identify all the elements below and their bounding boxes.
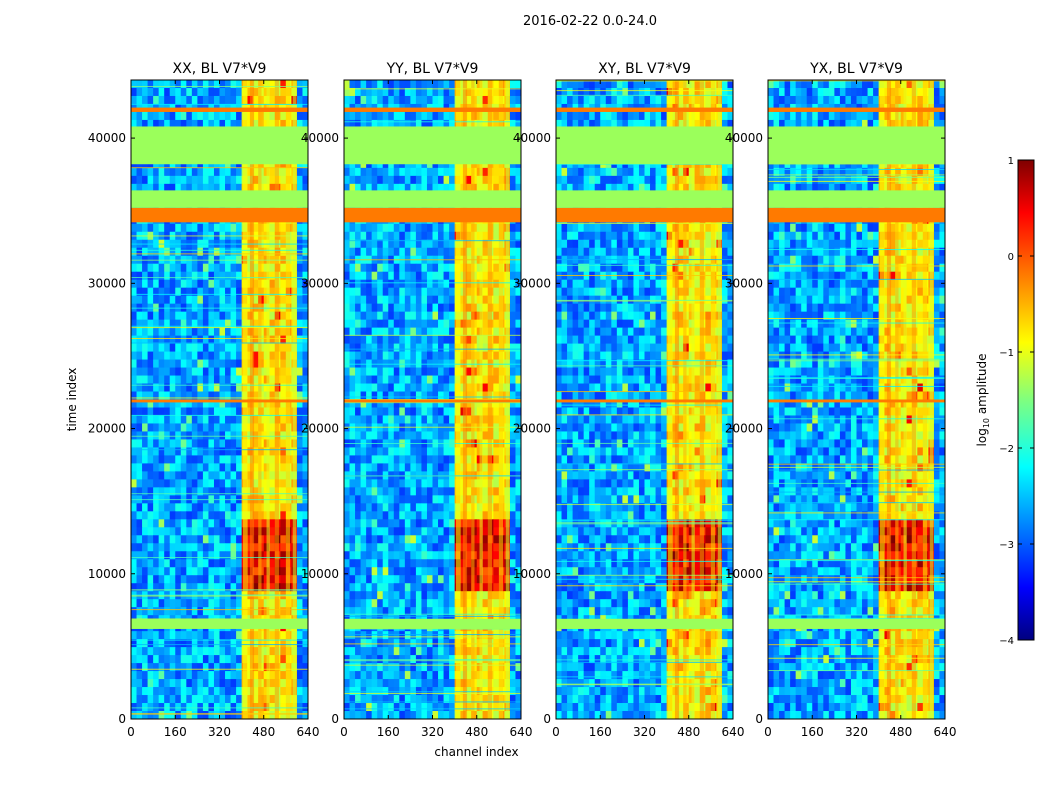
flagged-band: [556, 618, 733, 629]
x-tick-label: 0: [340, 725, 348, 739]
colorbar: 1 0 −1 −2 −3 −4 log10 amplitude: [975, 156, 1035, 647]
figure-suptitle: 2016-02-22 0.0-24.0: [523, 14, 657, 29]
x-tick-label: 480: [677, 725, 700, 739]
panel-title: YY, BL V7*V9: [386, 61, 479, 77]
x-tick-label: 480: [252, 725, 275, 739]
y-tick-label: 0: [543, 712, 551, 726]
flagged-band: [556, 207, 733, 223]
flagged-band: [768, 207, 945, 223]
colorbar-tick-label: −3: [999, 540, 1014, 551]
y-tick-label: 10000: [301, 567, 339, 581]
panel-title: YX, BL V7*V9: [809, 61, 903, 77]
x-tick-label: 480: [889, 725, 912, 739]
colorbar-tick-label: −1: [999, 348, 1014, 359]
heatmap-cells: [344, 80, 521, 719]
x-tick-label: 640: [510, 725, 533, 739]
flagged-band: [131, 207, 308, 223]
y-tick-label: 0: [331, 712, 339, 726]
flagged-band: [131, 190, 308, 208]
flagged-band: [556, 126, 733, 165]
colorbar-tick-label: 0: [1008, 252, 1014, 263]
x-tick-label: 640: [722, 725, 745, 739]
colorbar-gradient: [1017, 159, 1035, 641]
x-tick-label: 160: [377, 725, 400, 739]
flagged-band: [131, 126, 308, 165]
colorbar-tick-label: 1: [1008, 156, 1014, 167]
x-tick-label: 0: [764, 725, 772, 739]
panel-title: XX, BL V7*V9: [173, 61, 267, 77]
y-tick-label: 0: [118, 712, 126, 726]
flagged-band: [344, 399, 521, 403]
x-tick-label: 160: [164, 725, 187, 739]
x-tick-label: 480: [465, 725, 488, 739]
flagged-band: [344, 207, 521, 223]
y-tick-label: 20000: [513, 422, 551, 436]
x-tick-label: 640: [934, 725, 957, 739]
heatmap-panel-2: YY, BL V7*V9 0 160 320 480 640 0 10000 20000 3000…: [301, 61, 533, 759]
flagged-band: [556, 190, 733, 208]
y-tick-label: 10000: [513, 567, 551, 581]
x-tick-label: 0: [127, 725, 135, 739]
y-tick-label: 20000: [301, 422, 339, 436]
colorbar-tick-label: −2: [999, 444, 1014, 455]
flagged-band: [344, 126, 521, 165]
heatmap-cells: [556, 80, 733, 719]
heatmap-cells: [768, 80, 945, 719]
y-tick-label: 30000: [725, 276, 763, 290]
heatmap-panel-1: XX, BL V7*V9 0 160 320 480 640 0 10000 20000 3000…: [65, 61, 319, 739]
flagged-band: [768, 126, 945, 165]
flagged-band: [344, 190, 521, 208]
y-tick-label: 0: [755, 712, 763, 726]
flagged-band: [131, 618, 308, 629]
flagged-band: [131, 107, 308, 112]
heatmap-panel-3: XY, BL V7*V9 0 160 320 480 640 0 10000 20000 3000…: [513, 61, 745, 739]
x-tick-label: 640: [297, 725, 320, 739]
flagged-band: [344, 618, 521, 629]
x-axis-label: channel index: [434, 745, 518, 759]
flagged-band: [768, 107, 945, 112]
y-axis-label: time index: [65, 368, 79, 432]
flagged-band: [768, 190, 945, 208]
flagged-band: [768, 399, 945, 403]
y-tick-label: 10000: [88, 567, 126, 581]
y-tick-label: 30000: [513, 276, 551, 290]
flagged-band: [556, 107, 733, 112]
x-tick-label: 320: [421, 725, 444, 739]
colorbar-tick-label: −4: [999, 636, 1014, 647]
y-tick-label: 30000: [301, 276, 339, 290]
x-tick-label: 320: [633, 725, 656, 739]
x-tick-label: 320: [208, 725, 231, 739]
flagged-band: [344, 107, 521, 112]
x-tick-label: 160: [801, 725, 824, 739]
x-tick-label: 320: [845, 725, 868, 739]
heatmap-cells: [131, 80, 308, 719]
x-tick-label: 160: [589, 725, 612, 739]
heatmap-panel-4: YX, BL V7*V9 0 160 320 480 640 0 10000 20000 3000…: [725, 61, 957, 739]
flagged-band: [556, 399, 733, 403]
flagged-band: [131, 399, 308, 403]
y-tick-label: 30000: [88, 276, 126, 290]
panel-title: XY, BL V7*V9: [598, 61, 691, 77]
colorbar-label: log10 amplitude: [975, 354, 991, 447]
flagged-band: [768, 618, 945, 629]
y-tick-label: 40000: [301, 131, 339, 145]
y-tick-label: 20000: [88, 422, 126, 436]
y-tick-label: 20000: [725, 422, 763, 436]
x-tick-label: 0: [552, 725, 560, 739]
y-tick-label: 40000: [88, 131, 126, 145]
y-tick-label: 10000: [725, 567, 763, 581]
y-tick-label: 40000: [513, 131, 551, 145]
y-tick-label: 40000: [725, 131, 763, 145]
